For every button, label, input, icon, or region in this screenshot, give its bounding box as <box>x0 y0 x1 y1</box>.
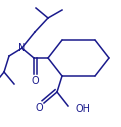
Text: O: O <box>35 103 43 113</box>
Text: N: N <box>18 43 26 53</box>
Text: O: O <box>31 76 39 86</box>
Text: OH: OH <box>76 104 91 114</box>
